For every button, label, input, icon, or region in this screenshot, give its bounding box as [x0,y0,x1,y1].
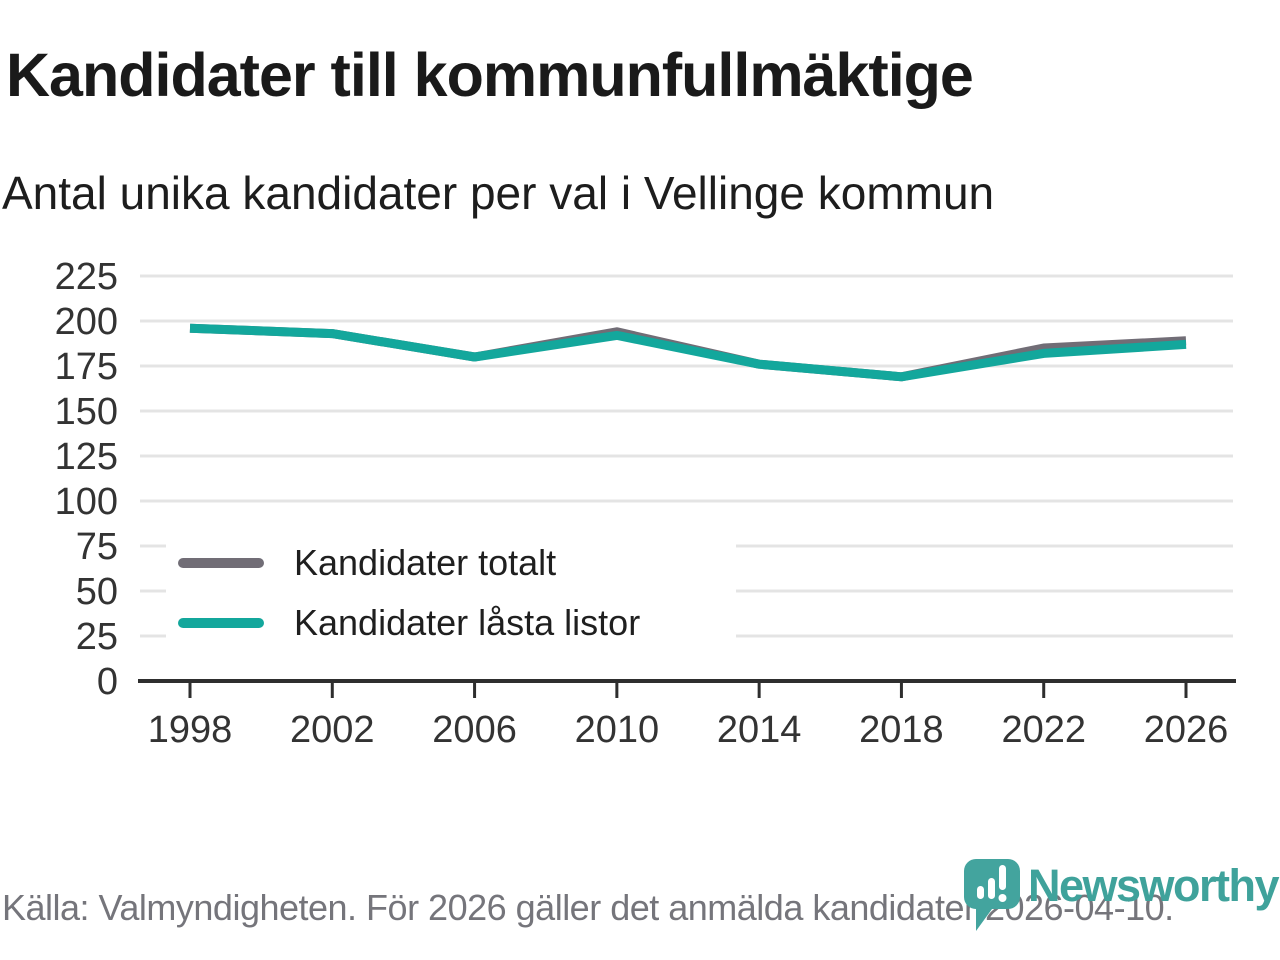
legend-swatch-lasta-listor [178,618,264,628]
y-tick-label: 225 [55,256,118,298]
x-tick-label: 2006 [432,709,517,751]
legend-label-totalt: Kandidater totalt [294,542,557,583]
y-tick-label: 100 [55,481,118,523]
series-line-kandidater-lasta-listor [189,323,1187,382]
newsworthy-logo-icon [964,859,1020,931]
y-tick-label: 0 [97,661,118,703]
legend-item-lasta-listor: Kandidater låsta listor [178,593,736,653]
y-tick-label: 200 [55,301,118,343]
legend-label-lasta-listor: Kandidater låsta listor [294,602,641,643]
page-subtitle: Antal unika kandidater per val i Velling… [2,167,995,219]
x-tick-label: 2002 [290,709,375,751]
y-tick-label: 150 [55,391,118,433]
x-tick-label: 2022 [1001,709,1086,751]
y-tick-label: 175 [55,346,118,388]
chart-legend: Kandidater totalt Kandidater låsta listo… [166,523,736,657]
y-tick-label: 25 [76,616,118,658]
page-title: Kandidater till kommunfullmäktige [6,41,974,109]
legend-swatch-totalt [178,558,264,568]
x-tick-label: 1998 [148,709,233,751]
x-tick-label: 2018 [859,709,944,751]
x-tick-label: 2010 [575,709,660,751]
y-tick-label: 75 [76,526,118,568]
x-tick-label: 2026 [1144,709,1229,751]
y-tick-label: 50 [76,571,118,613]
y-tick-label: 125 [55,436,118,478]
legend-item-totalt: Kandidater totalt [178,533,736,593]
x-tick-label: 2014 [717,709,802,751]
newsworthy-wordmark: Newsworthy [1028,860,1280,911]
